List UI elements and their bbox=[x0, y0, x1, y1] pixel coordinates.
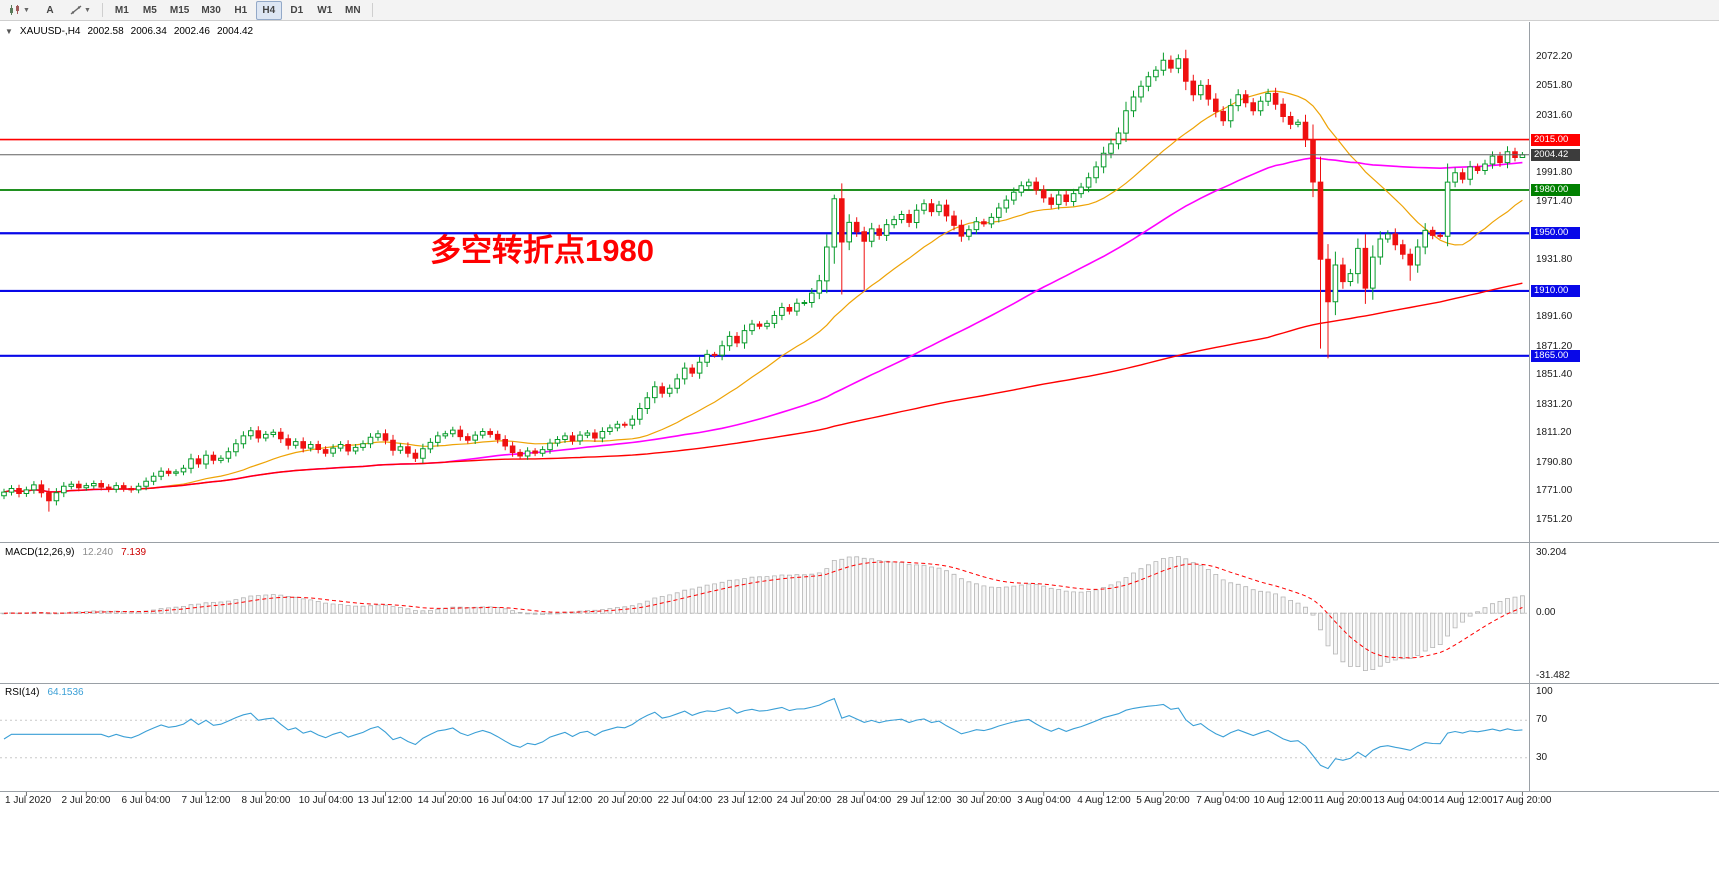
time-axis-label: 3 Aug 04:00 bbox=[1017, 795, 1071, 806]
rsi-indicator-header: RSI(14) 64.1536 bbox=[5, 687, 84, 698]
time-axis-label: 17 Aug 20:00 bbox=[1492, 795, 1552, 806]
time-axis-label: 7 Jul 12:00 bbox=[181, 795, 231, 806]
rsi-indicator-name: RSI(14) bbox=[5, 687, 40, 698]
price-level-badge: 1910.00 bbox=[1531, 285, 1580, 297]
time-axis-label: 11 Aug 20:00 bbox=[1313, 795, 1373, 806]
time-axis-label: 1 Jul 2020 bbox=[5, 795, 52, 806]
price-axis-label: 2051.80 bbox=[1536, 80, 1573, 91]
time-axis-label: 24 Jul 20:00 bbox=[776, 795, 832, 806]
cursor-tool-button[interactable]: A bbox=[37, 1, 63, 20]
rsi-axis-label-100: 100 bbox=[1536, 686, 1553, 697]
price-axis-label: 1831.20 bbox=[1536, 399, 1573, 410]
one-click-trading-arrow-icon[interactable]: ▼ bbox=[5, 27, 13, 36]
chevron-down-icon: ▼ bbox=[83, 6, 91, 14]
timeframe-button-group: M1 M5 M15 M30 H1 H4 D1 W1 MN bbox=[108, 0, 367, 20]
ma-slow-line bbox=[3, 282, 1523, 493]
price-level-badge: 2015.00 bbox=[1531, 134, 1580, 146]
timeframe-button-h4[interactable]: H4 bbox=[255, 0, 282, 20]
price-axis-label: 2031.60 bbox=[1536, 110, 1573, 121]
macd-indicator-name: MACD(12,26,9) bbox=[5, 547, 75, 558]
time-axis-label: 30 Jul 20:00 bbox=[956, 795, 1012, 806]
price-level-badge: 1950.00 bbox=[1531, 227, 1580, 239]
time-axis-label: 10 Aug 12:00 bbox=[1253, 795, 1313, 806]
rsi-value: 64.1536 bbox=[47, 687, 84, 698]
rsi-line bbox=[3, 697, 1523, 770]
toolbar-separator bbox=[101, 3, 103, 17]
price-level-badge: 1865.00 bbox=[1531, 350, 1580, 362]
candles-down-bodies bbox=[16, 58, 1518, 502]
time-axis-label: 7 Aug 04:00 bbox=[1196, 795, 1250, 806]
time-axis-label: 29 Jul 12:00 bbox=[896, 795, 952, 806]
macd-indicator-header: MACD(12,26,9) 12.240 7.139 bbox=[5, 547, 146, 558]
price-level-badge: 1980.00 bbox=[1531, 184, 1580, 196]
rsi-axis-label-70: 70 bbox=[1536, 714, 1548, 725]
time-axis-label: 28 Jul 04:00 bbox=[836, 795, 892, 806]
timeframe-button-m1[interactable]: M1 bbox=[114, 4, 129, 16]
timeframe-button-m5[interactable]: M5 bbox=[142, 4, 157, 16]
chart-type-dropdown-button[interactable]: ▼ bbox=[4, 1, 35, 20]
price-axis-label: 1931.80 bbox=[1536, 254, 1573, 265]
cursor-tool-label: A bbox=[46, 4, 54, 16]
macd-signal-line bbox=[3, 561, 1523, 659]
time-axis-label: 16 Jul 04:00 bbox=[477, 795, 533, 806]
time-axis-label: 23 Jul 12:00 bbox=[717, 795, 773, 806]
ma-mid-line bbox=[3, 157, 1523, 493]
ma-fast-line bbox=[3, 90, 1523, 493]
trendline-icon bbox=[70, 5, 82, 15]
price-axis-label: 1971.40 bbox=[1536, 196, 1573, 207]
time-axis-label: 5 Aug 20:00 bbox=[1136, 795, 1190, 806]
price-axis-label: 1811.20 bbox=[1536, 427, 1572, 438]
timeframe-button-h1[interactable]: H1 bbox=[234, 4, 248, 16]
candles-up-bodies bbox=[1, 58, 1526, 502]
time-axis-label: 20 Jul 20:00 bbox=[597, 795, 653, 806]
macd-signal-value: 7.139 bbox=[121, 547, 147, 558]
price-axis-label: 1751.20 bbox=[1536, 514, 1573, 525]
toolbar: ▼ A ▼ M1 M5 M15 M30 H1 H4 D1 W1 MN bbox=[0, 0, 1719, 21]
candles-up-wicks bbox=[3, 52, 1523, 506]
candlestick-chart-icon bbox=[10, 5, 19, 15]
time-axis-label: 8 Jul 20:00 bbox=[241, 795, 291, 806]
price-axis-label: 2072.20 bbox=[1536, 51, 1573, 62]
timeframe-button-m30[interactable]: M30 bbox=[201, 4, 221, 16]
macd-axis-label-max: 30.204 bbox=[1536, 547, 1567, 558]
timeframe-button-mn[interactable]: MN bbox=[345, 4, 361, 16]
price-axis-label: 1991.80 bbox=[1536, 167, 1573, 178]
chart-annotation-text[interactable]: 多空转折点1980 bbox=[430, 233, 654, 268]
time-axis-label: 17 Jul 12:00 bbox=[537, 795, 593, 806]
time-axis-label: 4 Aug 12:00 bbox=[1077, 795, 1131, 806]
ohlc-close: 2004.42 bbox=[216, 26, 254, 37]
time-axis-label: 13 Jul 12:00 bbox=[357, 795, 413, 806]
symbol-ohlc-line: ▼ XAUUSD-,H4 2002.58 2006.34 2002.46 200… bbox=[5, 26, 253, 38]
time-axis-label: 2 Jul 20:00 bbox=[61, 795, 111, 806]
ohlc-high: 2006.34 bbox=[130, 26, 167, 37]
macd-main-value: 12.240 bbox=[82, 547, 114, 558]
toolbar-separator bbox=[371, 3, 373, 17]
timeframe-button-m15[interactable]: M15 bbox=[169, 4, 190, 16]
time-axis-label: 22 Jul 04:00 bbox=[657, 795, 713, 806]
time-axis-label: 13 Aug 04:00 bbox=[1373, 795, 1433, 806]
chevron-down-icon: ▼ bbox=[23, 6, 30, 14]
ohlc-low: 2002.46 bbox=[173, 26, 210, 37]
bid-price-badge: 2004.42 bbox=[1531, 149, 1580, 161]
price-axis-label: 1771.00 bbox=[1536, 485, 1573, 496]
ohlc-open: 2002.58 bbox=[87, 26, 124, 37]
time-axis-label: 14 Jul 20:00 bbox=[417, 795, 473, 806]
timeframe-button-w1[interactable]: W1 bbox=[317, 4, 333, 16]
line-studies-dropdown-button[interactable]: ▼ bbox=[65, 1, 96, 20]
price-axis-label: 1851.40 bbox=[1536, 369, 1573, 380]
macd-axis-label-min: -31.482 bbox=[1536, 670, 1570, 681]
time-axis-label: 6 Jul 04:00 bbox=[121, 795, 171, 806]
price-axis-label: 1891.60 bbox=[1536, 311, 1573, 322]
price-axis-label: 1871.20 bbox=[1536, 341, 1573, 352]
symbol-period-label: XAUUSD-,H4 bbox=[19, 26, 81, 37]
time-axis-label: 10 Jul 04:00 bbox=[298, 795, 354, 806]
macd-axis-label-zero: 0.00 bbox=[1536, 607, 1556, 618]
timeframe-button-d1[interactable]: D1 bbox=[290, 4, 304, 16]
price-axis-label: 1790.80 bbox=[1536, 457, 1573, 468]
time-axis-label: 14 Aug 12:00 bbox=[1433, 795, 1493, 806]
macd-histogram bbox=[1, 556, 1525, 671]
rsi-axis-label-30: 30 bbox=[1536, 752, 1548, 763]
